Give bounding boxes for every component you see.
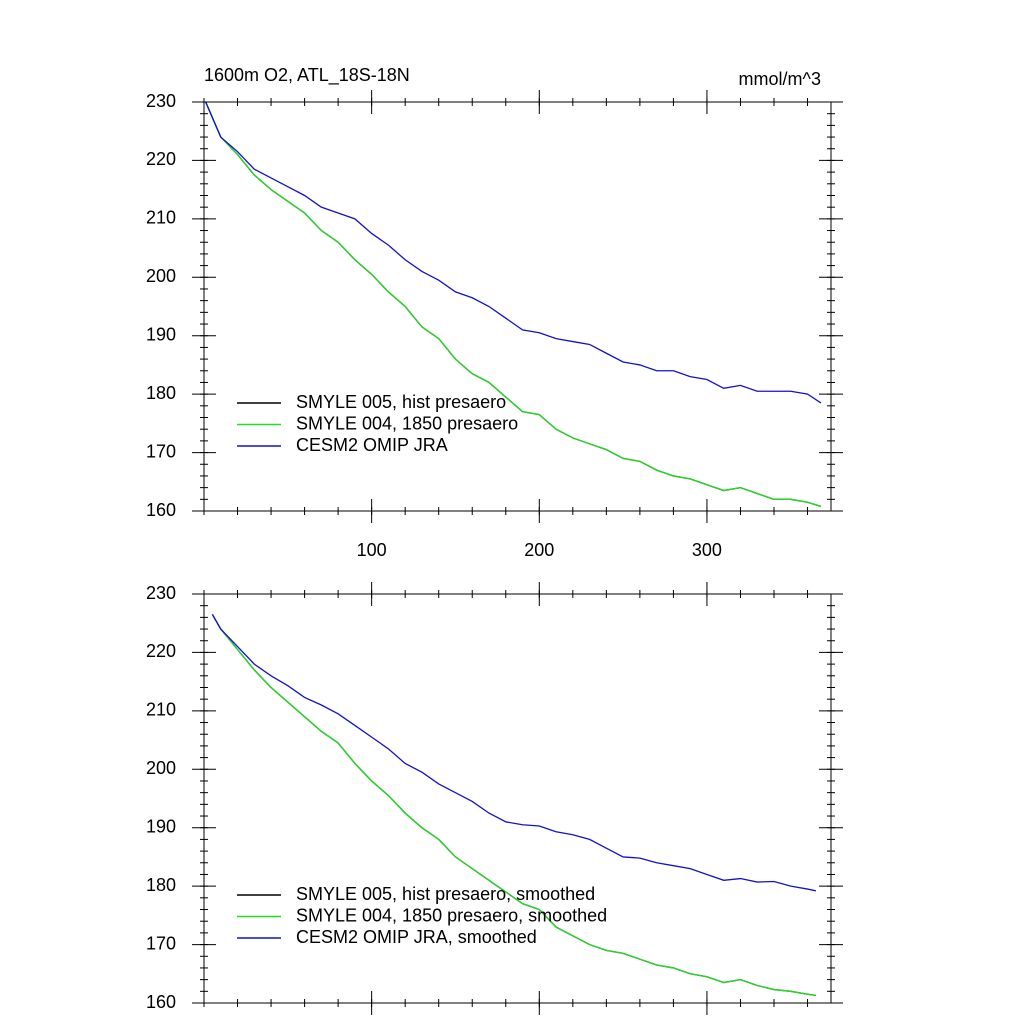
legend-label: SMYLE 005, hist presaero [296, 392, 506, 412]
y-tick-label: 180 [146, 875, 176, 895]
data-line [211, 614, 816, 997]
legend-label: SMYLE 004, 1850 presaero [296, 413, 518, 433]
y-tick-label: 200 [146, 758, 176, 778]
data-line [211, 614, 817, 892]
y-tick-label: 190 [146, 324, 176, 344]
legend-label: SMYLE 005, hist presaero, smoothed [296, 884, 595, 904]
legend-label: SMYLE 004, 1850 presaero, smoothed [296, 905, 607, 925]
legend-label: CESM2 OMIP JRA, smoothed [296, 927, 537, 947]
y-tick-label: 200 [146, 266, 176, 286]
data-line [205, 101, 822, 404]
y-tick-label: 170 [146, 933, 176, 953]
units-label: mmol/m^3 [739, 69, 821, 89]
x-tick-label: 200 [524, 540, 554, 560]
plot-frame [203, 101, 832, 512]
y-tick-label: 160 [146, 992, 176, 1012]
x-tick-label: 100 [357, 540, 387, 560]
y-tick-label: 210 [146, 208, 176, 228]
y-tick-label: 230 [146, 583, 176, 603]
x-tick-label: 300 [692, 540, 722, 560]
data-line [205, 101, 822, 507]
y-tick-label: 170 [146, 441, 176, 461]
plot-frame [203, 593, 832, 1004]
y-tick-label: 220 [146, 641, 176, 661]
y-tick-label: 160 [146, 500, 176, 520]
legend-label: CESM2 OMIP JRA [296, 435, 448, 455]
y-tick-label: 210 [146, 700, 176, 720]
y-tick-label: 180 [146, 383, 176, 403]
y-tick-label: 230 [146, 91, 176, 111]
chart-title: 1600m O2, ATL_18S-18N [204, 65, 410, 86]
y-tick-label: 190 [146, 816, 176, 836]
y-tick-label: 220 [146, 149, 176, 169]
